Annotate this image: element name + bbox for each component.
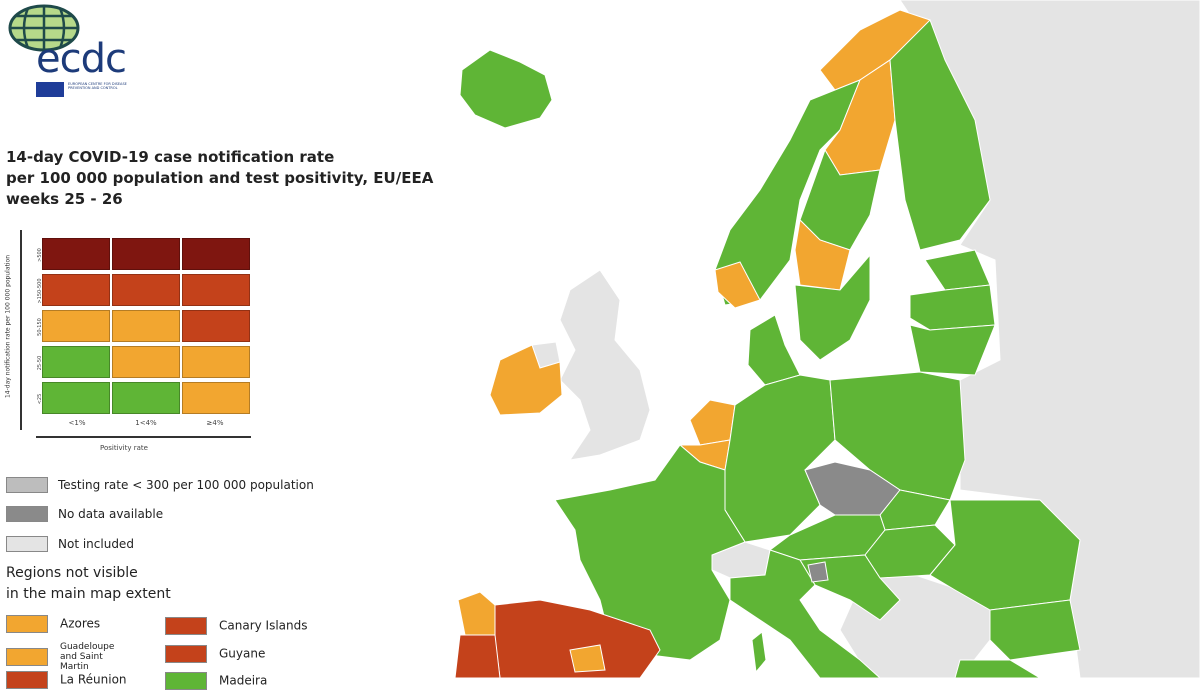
region-portugal [454, 634, 501, 678]
legend-testing: Testing rate < 300 per 100 000 populatio… [6, 477, 314, 493]
eu-flag-icon [36, 82, 64, 97]
globe-icon [8, 4, 80, 52]
region-spain-central [569, 644, 606, 673]
logo-text: ecdc [36, 36, 127, 82]
region-label: Madeira [219, 673, 268, 688]
regions-title-2: in the main map extent [6, 586, 171, 602]
regions-title-1: Regions not visible [6, 565, 138, 581]
title-line-3: weeks 25 - 26 [6, 190, 123, 208]
region-label: La Réunion [60, 672, 127, 687]
y-tick: >150-500 [37, 278, 43, 304]
ecdc-logo: ecdc EUROPEAN CENTRE FOR DISEASE PREVENT… [6, 2, 131, 100]
region-estonia [924, 249, 991, 291]
matrix-cell-red [42, 274, 110, 306]
region-lithuania [909, 324, 996, 376]
matrix-cell-dark-red [182, 238, 250, 270]
title-line-2: per 100 000 population and test positivi… [6, 169, 434, 187]
title-line-1: 14-day COVID-19 case notification rate [6, 148, 335, 166]
matrix-y-axis [20, 230, 22, 430]
matrix-cell-orange [112, 346, 180, 378]
region-italy-bolzano [807, 561, 829, 583]
region-sweden-south [794, 253, 871, 361]
region-label: Guadeloupe and Saint Martin [60, 642, 115, 672]
region-label: Guyane [219, 646, 266, 661]
region-latvia [909, 284, 996, 331]
region-netherlands [689, 399, 736, 446]
matrix-x-title: Positivity rate [100, 444, 148, 452]
matrix-cell-green [112, 382, 180, 414]
region-italy [729, 549, 881, 678]
y-tick: <25 [37, 393, 43, 405]
legend-not-included: Not included [6, 536, 134, 552]
swatch [6, 615, 48, 633]
swatch [6, 506, 48, 522]
swatch [165, 645, 207, 663]
region-finland [889, 19, 991, 251]
y-tick: 25-50 [37, 355, 43, 371]
region-reunion: La Réunion [6, 671, 127, 689]
region-greece [954, 659, 1041, 678]
region-label: Canary Islands [219, 618, 308, 633]
legend-label: Testing rate < 300 per 100 000 populatio… [58, 478, 314, 492]
region-uk [559, 269, 651, 461]
region-guadeloupe: Guadeloupe and Saint Martin [6, 642, 130, 672]
matrix-cell-orange [182, 382, 250, 414]
region-bulgaria [989, 599, 1081, 661]
swatch [165, 672, 207, 690]
matrix-cell-orange [182, 346, 250, 378]
region-galicia [457, 591, 496, 636]
region-iceland [459, 49, 553, 129]
matrix-cell-red [182, 274, 250, 306]
y-tick: 50-150 [37, 318, 43, 336]
matrix-cell-red [182, 310, 250, 342]
region-canary: Canary Islands [165, 617, 308, 635]
region-madeira: Madeira [165, 672, 267, 690]
legend-label: No data available [58, 507, 164, 521]
swatch [6, 536, 48, 552]
region-denmark [747, 314, 801, 386]
legend-label: Not included [58, 537, 134, 551]
map-title: 14-day COVID-19 case notification rate p… [6, 147, 433, 210]
region-ireland [489, 344, 563, 416]
matrix-cell-green [42, 346, 110, 378]
matrix-cell-orange [42, 310, 110, 342]
region-guyane: Guyane [165, 645, 265, 663]
swatch [6, 671, 48, 689]
x-tick: ≥4% [206, 419, 224, 427]
region-azores: Azores [6, 615, 100, 633]
matrix-cell-red [112, 274, 180, 306]
matrix-cell-green [42, 382, 110, 414]
matrix-x-axis [36, 436, 251, 438]
legend-no-data: No data available [6, 506, 163, 522]
y-tick: >500 [37, 248, 43, 262]
x-tick: <1% [68, 419, 86, 427]
matrix-y-title: 14-day notification rate per 100 000 pop… [4, 255, 12, 399]
region-norway-west [714, 261, 761, 309]
region-germany [724, 374, 836, 543]
logo-subtitle: EUROPEAN CENTRE FOR DISEASE PREVENTION A… [68, 82, 127, 90]
regions-title: Regions not visible in the main map exte… [6, 563, 171, 605]
region-label: Azores [60, 616, 101, 631]
swatch [165, 617, 207, 635]
x-tick: 1<4% [135, 419, 157, 427]
matrix-cell-dark-red [112, 238, 180, 270]
region-corsica [751, 631, 767, 674]
matrix-cell-dark-red [42, 238, 110, 270]
region-france [554, 444, 746, 661]
matrix-cell-orange [112, 310, 180, 342]
swatch [6, 648, 48, 666]
swatch [6, 477, 48, 493]
